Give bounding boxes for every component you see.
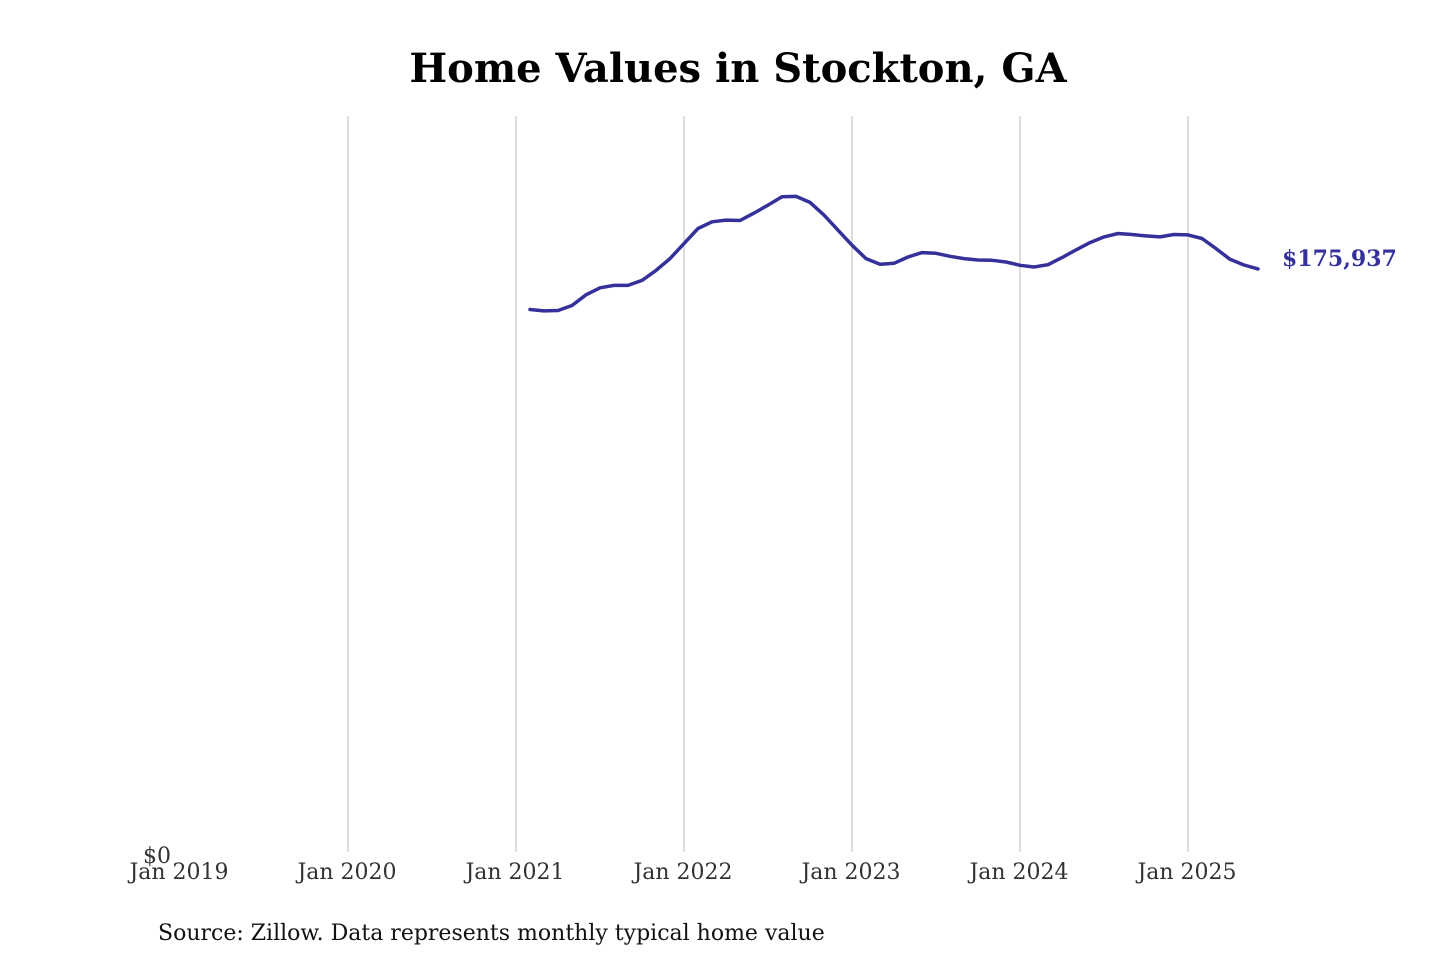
y-tick-label: $0 xyxy=(143,844,171,869)
x-tick-label: Jan 2020 xyxy=(295,860,396,885)
x-tick-label: Jan 2022 xyxy=(631,860,732,885)
chart-title: Home Values in Stockton, GA xyxy=(409,45,1067,92)
x-tick-label: Jan 2021 xyxy=(463,860,564,885)
x-tick-label: Jan 2023 xyxy=(799,860,900,885)
x-tick-label: Jan 2025 xyxy=(1135,860,1236,885)
axis-ticks: Jan 2019 Jan 2020 Jan 2021 Jan 2022 Jan 2023… xyxy=(127,844,1236,885)
series-layer: $175,937 xyxy=(528,194,1397,313)
gridlines xyxy=(347,116,1189,852)
home-value-line xyxy=(528,194,1260,313)
source-note: Source: Zillow. Data represents monthly … xyxy=(158,921,825,946)
x-tick-label: Jan 2024 xyxy=(967,860,1068,885)
latest-value-label: $175,937 xyxy=(1282,246,1397,272)
x-tick-label: Jan 2019 xyxy=(127,860,228,885)
